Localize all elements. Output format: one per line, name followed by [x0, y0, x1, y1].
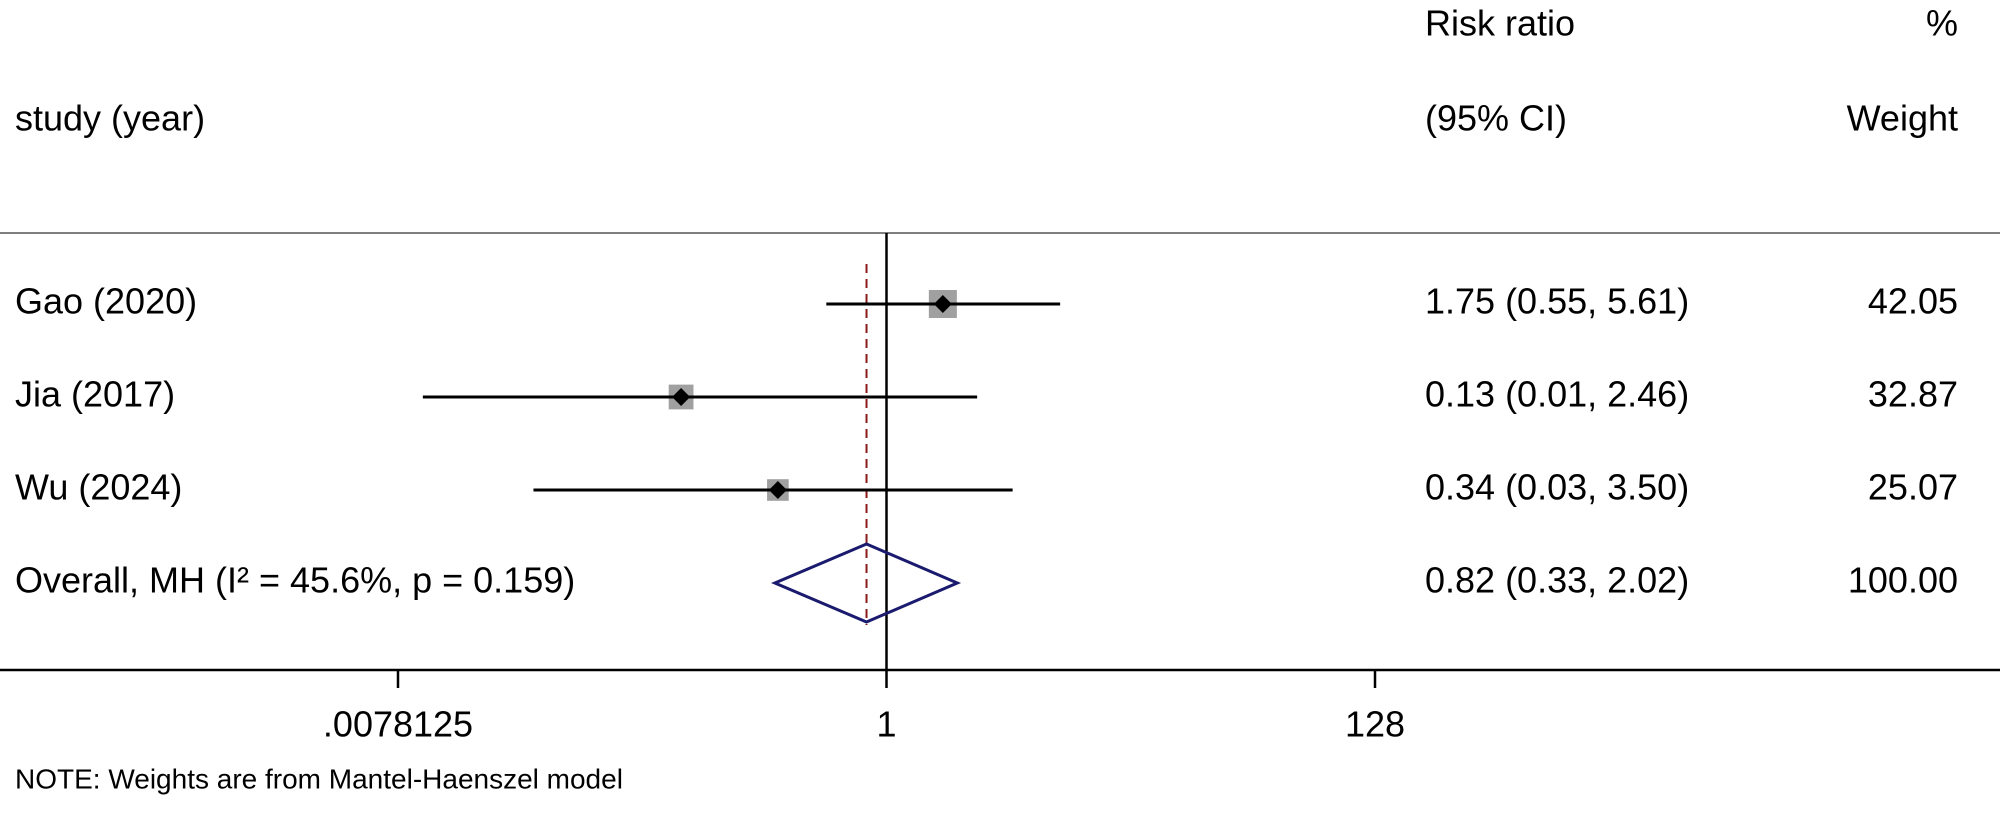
effect-label: 0.82 (0.33, 2.02)	[1425, 560, 1689, 601]
weight-label: 42.05	[1868, 281, 1958, 322]
effect-label: 0.34 (0.03, 3.50)	[1425, 467, 1689, 508]
weight-label: 100.00	[1848, 560, 1958, 601]
weight-header: Weight	[1847, 98, 1958, 139]
study-label: Gao (2020)	[15, 281, 197, 322]
weight-header: %	[1926, 3, 1958, 44]
effect-header: (95% CI)	[1425, 98, 1567, 139]
point-estimate	[672, 388, 691, 406]
overall-diamond	[771, 542, 962, 624]
study-label: Jia (2017)	[15, 374, 175, 415]
x-tick-label: 128	[1345, 704, 1405, 745]
weight-label: 32.87	[1868, 374, 1958, 415]
effect-label: 1.75 (0.55, 5.61)	[1425, 281, 1689, 322]
x-tick-label: .0078125	[323, 704, 473, 745]
study-label: Wu (2024)	[15, 467, 182, 508]
effect-label: 0.13 (0.01, 2.46)	[1425, 374, 1689, 415]
weight-label: 25.07	[1868, 467, 1958, 508]
point-estimate	[933, 295, 952, 313]
study-header: study (year)	[15, 98, 205, 139]
note: NOTE: Weights are from Mantel-Haenszel m…	[15, 763, 623, 794]
point-estimate	[768, 481, 787, 499]
effect-header: Risk ratio	[1425, 3, 1575, 44]
study-label: Overall, MH (I² = 45.6%, p = 0.159)	[15, 560, 575, 601]
x-tick-label: 1	[876, 704, 896, 745]
